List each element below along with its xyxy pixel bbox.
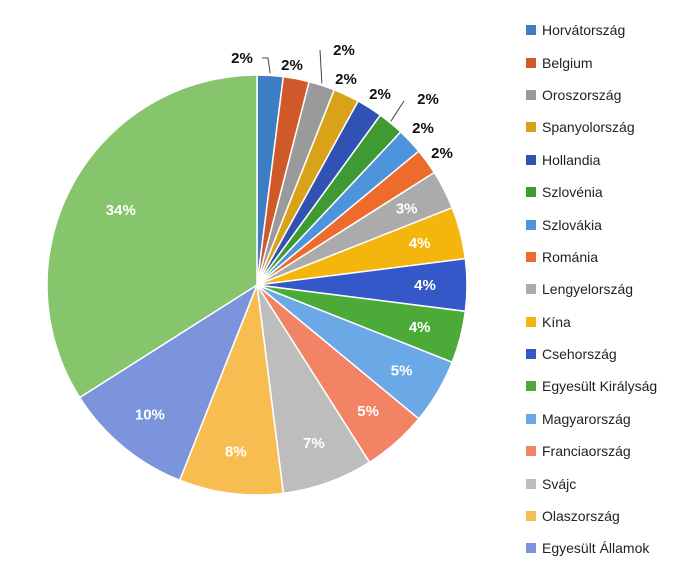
data-label: 2%	[333, 42, 355, 59]
legend-item-olaszorszag: Olaszország	[526, 500, 657, 532]
legend-item-spanyolorszag: Spanyolország	[526, 111, 657, 143]
legend-swatch	[526, 349, 536, 360]
legend-label: Spanyolország	[542, 119, 635, 136]
data-label: 2%	[417, 91, 439, 108]
pie-slice-olaszorszag	[178, 284, 285, 496]
legend-label: Oroszország	[542, 86, 622, 103]
legend-item-kina: Kína	[526, 306, 657, 338]
data-label: 4%	[409, 319, 431, 336]
data-label: 2%	[431, 145, 453, 162]
legend-item-oroszorszag: Oroszország	[526, 79, 657, 111]
data-label: 8%	[225, 444, 247, 461]
legend-swatch	[526, 187, 536, 198]
legend-item-franciaorszag: Franciaország	[526, 435, 657, 467]
legend-swatch	[526, 543, 536, 554]
legend-label: Hollandia	[542, 151, 601, 168]
legend-label: Szlovénia	[542, 184, 603, 201]
legend-label: Szlovákia	[542, 216, 602, 233]
data-label: 5%	[391, 363, 413, 380]
data-label: 10%	[135, 406, 165, 423]
data-label: 2%	[281, 57, 303, 74]
legend-label: Franciaország	[542, 443, 631, 460]
legend-label: Magyarország	[542, 410, 631, 427]
data-label: 4%	[409, 235, 431, 252]
legend-swatch	[526, 219, 536, 230]
legend-item-lengyelorszag: Lengyelország	[526, 273, 657, 305]
legend-label: Belgium	[542, 54, 593, 71]
legend-swatch	[526, 57, 536, 68]
leader-line	[262, 57, 271, 74]
data-label: 2%	[369, 86, 391, 103]
legend-swatch	[526, 413, 536, 424]
legend-label: Kína	[542, 313, 571, 330]
legend-swatch	[526, 122, 536, 133]
legend-swatch	[526, 381, 536, 392]
legend-swatch	[526, 478, 536, 489]
data-label: 5%	[357, 403, 379, 420]
legend-swatch	[526, 154, 536, 165]
legend-label: Románia	[542, 248, 599, 265]
data-label: 3%	[396, 201, 418, 218]
legend-label: Csehország	[542, 346, 617, 363]
legend-item-szlovakia: Szlovákia	[526, 208, 657, 240]
pie-chart-area: 2% 2% 2% 2% 2% 2% 2% 2% 3% 4% 4% 4% 5% 5% 7% 8% 10% 34%	[46, 42, 468, 496]
data-label: 4%	[414, 277, 436, 294]
legend-swatch	[526, 89, 536, 100]
legend-label: Svájc	[542, 475, 577, 492]
legend-item-horvatorszag: Horvátország	[526, 14, 657, 46]
legend-label: Egyesült Államok	[542, 540, 650, 557]
leader-line	[319, 49, 323, 84]
legend-swatch	[526, 511, 536, 522]
data-label: 2%	[231, 50, 253, 67]
legend-label: Olaszország	[542, 508, 620, 525]
legend-swatch	[526, 251, 536, 262]
legend-swatch	[526, 316, 536, 327]
legend-swatch	[526, 446, 536, 457]
legend-item-romania: Románia	[526, 241, 657, 273]
legend-label: Horvátország	[542, 22, 626, 39]
leader-line	[390, 100, 405, 122]
pie-chart: 2% 2% 2% 2% 2% 2% 2% 2% 3% 4% 4% 4% 5% 5% 7% 8% 10% 34%	[46, 42, 468, 496]
legend-swatch	[526, 25, 536, 36]
pie-slice-unlabeled	[46, 74, 258, 399]
legend-item-magyarorszag: Magyarország	[526, 403, 657, 435]
data-label: 2%	[335, 71, 357, 88]
legend-label: Lengyelország	[542, 281, 634, 298]
legend-label: Egyesült Királyság	[542, 378, 658, 395]
legend-item-hollandia: Hollandia	[526, 144, 657, 176]
legend-item-svajc: Svájc	[526, 467, 657, 499]
pie-slice-egyesult-allamok	[78, 283, 259, 482]
data-label: 34%	[106, 202, 136, 219]
chart-legend: Horvátország Belgium Oroszország Spanyolors…	[526, 14, 657, 565]
data-label: 7%	[303, 435, 325, 452]
legend-item-belgium: Belgium	[526, 46, 657, 78]
legend-item-egyesult-allamok: Egyesült Államok	[526, 532, 657, 564]
legend-item-csehorszag: Csehország	[526, 338, 657, 370]
data-label: 2%	[412, 120, 434, 137]
legend-item-egyesult-kiralysag: Egyesült Királyság	[526, 370, 657, 402]
legend-item-szlovenia: Szlovénia	[526, 176, 657, 208]
legend-swatch	[526, 284, 536, 295]
